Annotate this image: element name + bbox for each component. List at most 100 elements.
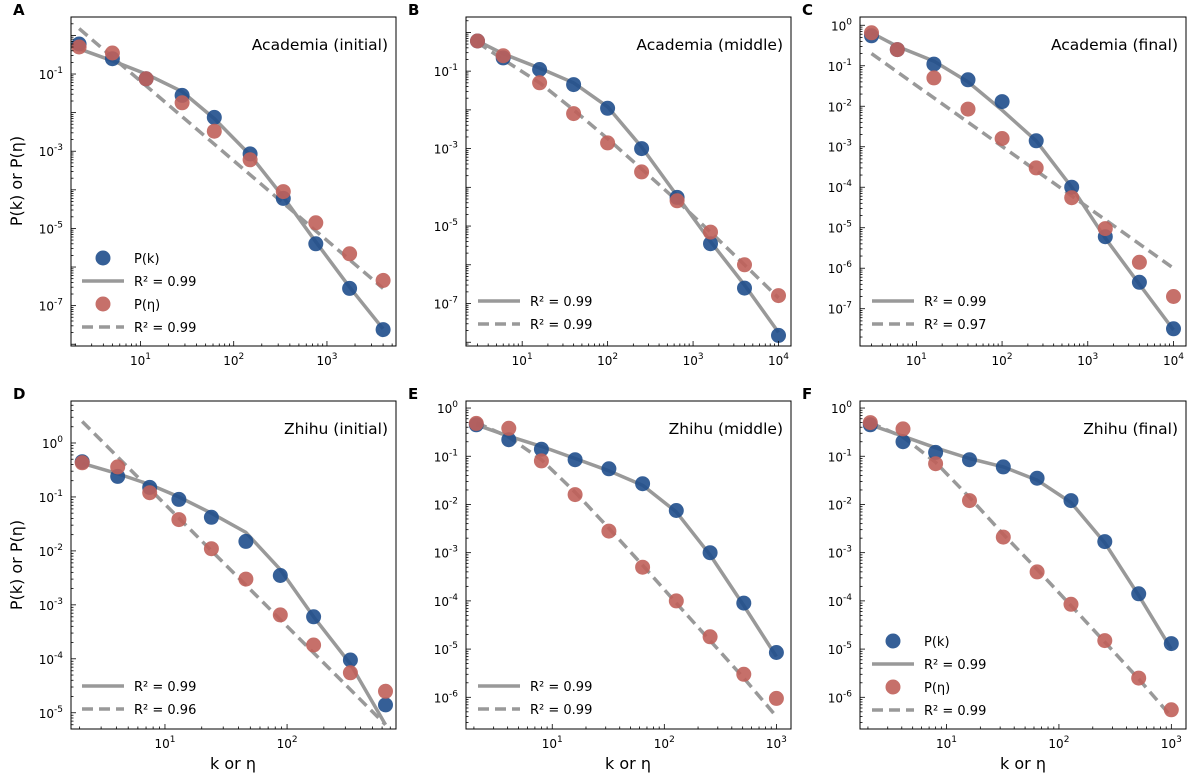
fit-line-solid [870, 31, 1175, 331]
y-axis-label: P(k) or P(η) [7, 136, 26, 226]
y-axis-label: P(k) or P(η) [7, 520, 26, 610]
panel-letter: F [802, 385, 812, 403]
peta-point [1097, 221, 1113, 237]
x-tick-label: 102 [654, 735, 675, 751]
peta-point [994, 131, 1010, 146]
pk-point [634, 141, 650, 157]
x-tick-label: 103 [316, 352, 337, 368]
legend-label: R² = 0.99 [924, 704, 986, 719]
peta-point [238, 571, 254, 587]
axes-frame [859, 400, 1187, 730]
pk-point [736, 595, 752, 611]
pk-point [635, 476, 651, 492]
pk-point [601, 461, 617, 477]
y-tick-label: 10-5 [39, 220, 63, 236]
y-tick-label: 10-2 [434, 496, 458, 512]
fit-line-dashed [475, 421, 778, 718]
peta-point [864, 25, 879, 41]
x-tick-label: 102 [992, 352, 1013, 368]
peta-point [1163, 702, 1179, 718]
axes-frame [70, 16, 397, 347]
peta-point [104, 45, 120, 61]
y-tick-label: 100 [437, 400, 458, 416]
x-tick-label: 102 [277, 735, 298, 751]
y-tick-label: 10-2 [39, 543, 63, 559]
legend-label: R² = 0.99 [134, 275, 196, 290]
y-tick-label: 10-4 [828, 179, 853, 195]
x-axis-label: k or η [210, 754, 256, 773]
x-tick-label: 103 [766, 735, 787, 751]
pk-point [928, 444, 944, 460]
y-tick-label: 10-7 [39, 298, 63, 314]
axes-frame [70, 400, 397, 730]
pk-point [1029, 470, 1045, 486]
pk-point [1028, 133, 1044, 149]
y-tick-label: 100 [42, 435, 63, 451]
y-tick-label: 10-2 [828, 496, 852, 512]
y-tick-label: 10-1 [434, 448, 458, 464]
peta-point [1131, 670, 1147, 686]
pk-point [306, 609, 322, 625]
peta-point [768, 690, 784, 706]
panel-title: Zhihu (final) [1083, 420, 1178, 438]
peta-point [306, 637, 322, 653]
peta-point [862, 415, 878, 431]
pk-point [206, 109, 222, 125]
y-tick-label: 10-1 [434, 63, 458, 79]
legend-label: R² = 0.99 [530, 295, 592, 310]
panel-title: Academia (final) [1051, 36, 1178, 54]
legend-label: P(k) [134, 252, 160, 267]
peta-point [468, 415, 484, 431]
pk-point [566, 77, 582, 93]
peta-point [962, 493, 977, 509]
fit-line-solid [476, 39, 780, 334]
pk-point [1063, 493, 1079, 509]
y-tick-label: 100 [831, 17, 852, 33]
x-tick-label: 101 [130, 352, 151, 368]
peta-point [1097, 633, 1113, 649]
peta-point [703, 224, 718, 240]
panel-letter: C [802, 1, 813, 19]
legend-marker [95, 296, 111, 312]
pk-point [771, 327, 786, 343]
pk-point [567, 452, 583, 468]
peta-point [532, 75, 548, 91]
peta-point [375, 272, 391, 288]
panel-letter: E [408, 385, 418, 403]
peta-point [242, 152, 258, 168]
legend-marker [95, 250, 111, 266]
pk-point [995, 459, 1011, 475]
pk-point [668, 503, 684, 518]
peta-point [995, 529, 1011, 545]
legend-label: R² = 0.97 [924, 318, 986, 333]
y-tick-label: 10-3 [39, 143, 63, 159]
y-tick-label: 10-3 [434, 545, 458, 561]
peta-point [668, 593, 684, 609]
x-tick-label: 101 [154, 735, 175, 751]
peta-point [960, 101, 976, 117]
peta-point [771, 288, 786, 304]
peta-point [342, 246, 358, 262]
x-tick-label: 103 [1077, 352, 1098, 368]
pk-point [962, 452, 977, 468]
fit-line-solid [81, 461, 388, 726]
panel-letter: A [13, 1, 25, 19]
pk-point [1131, 274, 1147, 290]
peta-point [926, 70, 942, 86]
pk-point [960, 72, 976, 88]
panel-f: 101 102 103 10-6 10-5 10-4 10-3 10-2 10-1 100 F Zhi… [802, 385, 1187, 751]
pk-point [342, 652, 358, 668]
pk-point [501, 432, 517, 448]
x-tick-label: 102 [1048, 735, 1069, 751]
y-tick-label: 10-6 [434, 689, 459, 705]
y-tick-label: 10-1 [39, 489, 63, 505]
peta-point [501, 420, 517, 436]
fit-line-solid [475, 423, 778, 658]
peta-point [275, 184, 291, 200]
legend-label: P(k) [924, 635, 950, 650]
peta-point [600, 135, 616, 151]
panel-title: Academia (initial) [252, 36, 388, 54]
y-tick-label: 10-5 [39, 705, 63, 721]
axes-frame [465, 400, 792, 730]
